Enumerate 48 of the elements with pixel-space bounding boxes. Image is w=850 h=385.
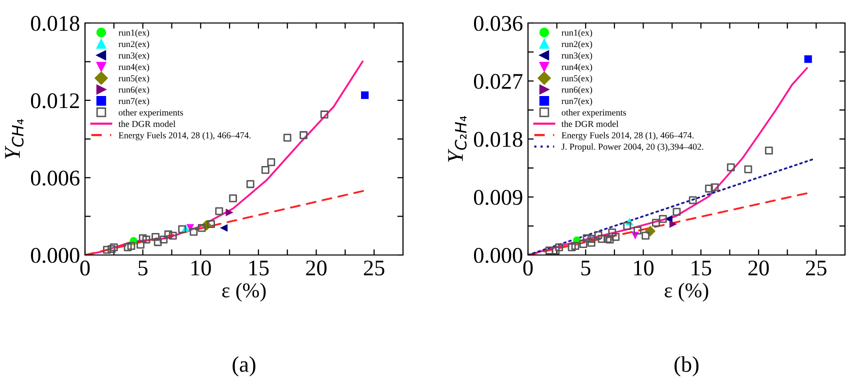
x-tick-label: 10 [191, 260, 211, 276]
y-tick-label: 0.000 [474, 248, 522, 264]
y-tick-label: 0.000 [30, 248, 80, 264]
x-tick-label: 10 [634, 260, 654, 276]
legend-label: J. Propul. Power 2004, 20 (3),394–402. [562, 143, 704, 152]
legend-label: run5(ex) [118, 74, 150, 84]
legend-label: other experiments [562, 109, 626, 118]
x-tick-label: 20 [306, 260, 327, 276]
legend-label: Energy Fuels 2014, 28 (1), 466–474. [118, 132, 251, 140]
legend-label: the DGR model [561, 120, 618, 127]
x-axis-title: ε (%) [664, 282, 708, 302]
x-tick-label: 5 [138, 260, 148, 276]
legend-label: run4(ex) [118, 64, 150, 72]
x-tick-label: 5 [581, 260, 590, 276]
legend-label: run3(ex) [118, 52, 150, 60]
y-tick-label: 0.018 [474, 132, 522, 148]
x-axis-title: ε (%) [222, 282, 266, 302]
text: (a) [232, 356, 256, 376]
legend-label: run3(ex) [562, 52, 592, 60]
x-tick-label: 25 [364, 260, 384, 276]
y-tick-label: 0.006 [30, 170, 80, 186]
legend-label: run1(ex) [118, 29, 150, 38]
x-tick-label: 15 [249, 260, 269, 276]
legend-label: run2(ex) [118, 40, 150, 49]
legend-label: run4(ex) [562, 64, 592, 72]
y-tick-label: 0.018 [30, 16, 80, 32]
legend-label: run1(ex) [562, 29, 592, 38]
y-axis-title: Y$_{C₂H₄}$ [448, 116, 467, 162]
text: (b) [674, 356, 698, 376]
y-axis-title: Y$_{CH₄}$ [5, 119, 24, 159]
legend-label: run7(ex) [562, 98, 592, 106]
legend-label: run2(ex) [562, 40, 592, 49]
legend-label: the DGR model [118, 120, 176, 127]
y-tick-label: 0.009 [474, 190, 522, 206]
x-tick-label: 0 [523, 260, 533, 276]
x-tick-label: 25 [806, 260, 826, 276]
y-tick-label: 0.027 [474, 74, 522, 90]
x-tick-label: 0 [80, 260, 90, 276]
x-tick-label: 15 [692, 260, 712, 276]
legend-label: run5(ex) [562, 74, 592, 84]
legend-label: run7(ex) [118, 98, 150, 106]
legend-label: run6(ex) [118, 86, 150, 95]
y-tick-label: 0.036 [474, 16, 522, 32]
legend-label: run6(ex) [562, 86, 592, 95]
legend-label: other experiments [118, 109, 184, 118]
x-tick-label: 20 [748, 260, 769, 276]
legend-label: Energy Fuels 2014, 28 (1), 466–474. [562, 132, 694, 140]
y-tick-label: 0.012 [30, 93, 79, 108]
